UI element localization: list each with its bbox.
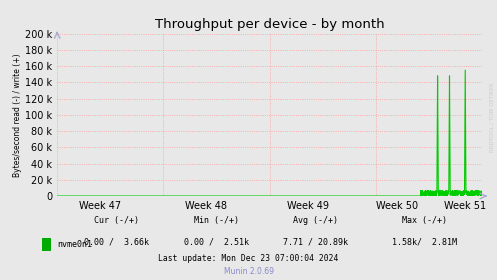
Title: Throughput per device - by month: Throughput per device - by month [155,18,385,31]
Text: nvme0n1: nvme0n1 [57,240,92,249]
Text: Min (-/+): Min (-/+) [194,216,239,225]
Text: 1.58k/  2.81M: 1.58k/ 2.81M [393,237,457,246]
Text: Munin 2.0.69: Munin 2.0.69 [224,267,273,276]
Text: Max (-/+): Max (-/+) [403,216,447,225]
Y-axis label: Bytes/second read (-) / write (+): Bytes/second read (-) / write (+) [13,53,22,177]
Text: RRDTOOL / TOBI OETIKER: RRDTOOL / TOBI OETIKER [490,83,495,152]
Text: Avg (-/+): Avg (-/+) [293,216,338,225]
Text: 0.00 /  2.51k: 0.00 / 2.51k [184,237,248,246]
Text: Cur (-/+): Cur (-/+) [94,216,139,225]
Text: 0.00 /  3.66k: 0.00 / 3.66k [84,237,149,246]
Text: Last update: Mon Dec 23 07:00:04 2024: Last update: Mon Dec 23 07:00:04 2024 [159,254,338,263]
Text: 7.71 / 20.89k: 7.71 / 20.89k [283,237,348,246]
